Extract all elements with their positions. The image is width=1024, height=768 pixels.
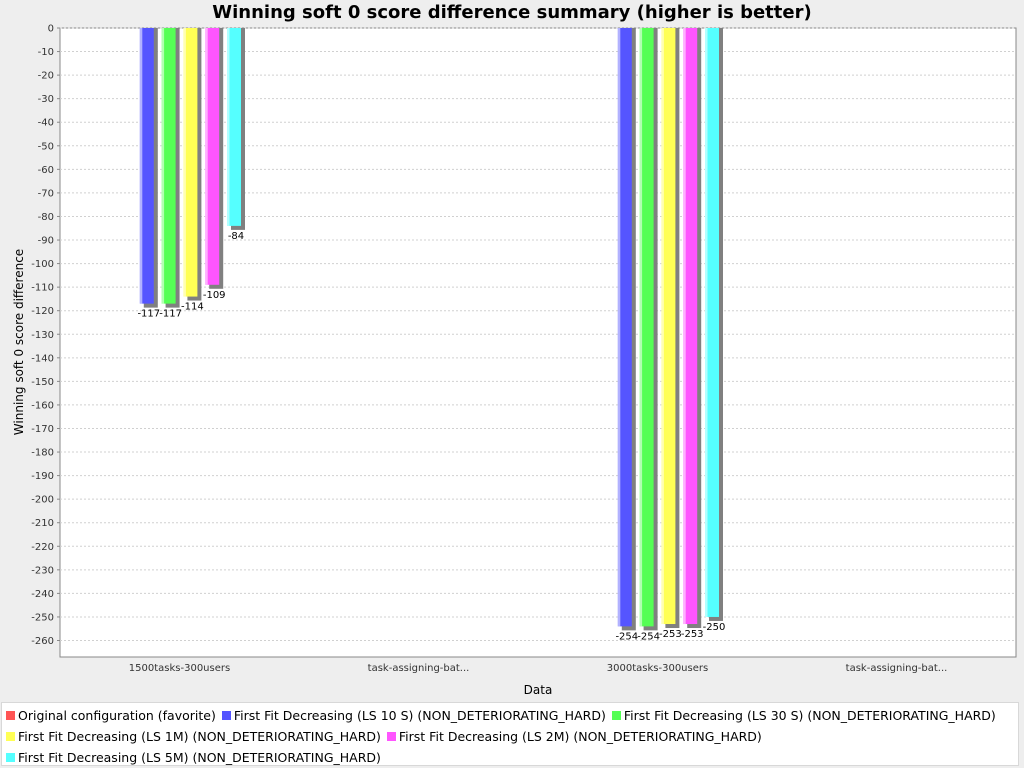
bar-value-label: -250 — [703, 622, 726, 633]
x-tick-label: 1500tasks-300users — [129, 663, 230, 674]
bar-highlight — [139, 28, 143, 304]
bar-value-label: -117 — [137, 309, 160, 320]
value-labels: -117 -117-114-109-84-254 -254 -253 -253-250 — [137, 231, 725, 642]
bar-highlight — [183, 28, 186, 297]
legend-label: Original configuration (favorite) — [18, 708, 216, 723]
bars — [139, 28, 723, 631]
legend-item: First Fit Decreasing (LS 2M) (NON_DETERI… — [385, 726, 762, 747]
y-tick-label: -60 — [38, 165, 54, 176]
bar — [661, 28, 676, 625]
legend-label: First Fit Decreasing (LS 5M) (NON_DETERI… — [18, 750, 381, 765]
y-tick-label: -70 — [38, 188, 54, 199]
bar-highlight — [705, 28, 708, 617]
chart: Winning soft 0 score difference summary … — [12, 2, 1017, 697]
y-tick-label: -100 — [31, 259, 54, 270]
bar-highlight — [639, 28, 643, 627]
legend-label: First Fit Decreasing (LS 10 S) (NON_DETE… — [233, 708, 606, 723]
legend-item: First Fit Decreasing (LS 1M) (NON_DETERI… — [4, 726, 381, 747]
y-tick-label: -90 — [38, 236, 54, 247]
legend-item: First Fit Decreasing (LS 10 S) (NON_DETE… — [220, 705, 606, 726]
y-tick-label: -160 — [31, 400, 54, 411]
y-tick-label: -210 — [31, 518, 54, 529]
y-tick-label: -250 — [31, 612, 54, 623]
y-tick-label: -80 — [38, 212, 54, 223]
bar — [227, 28, 241, 226]
y-tick-label: -260 — [31, 636, 54, 647]
y-tick-label: -130 — [31, 330, 54, 341]
gridlines — [60, 27, 1016, 642]
bar — [205, 28, 220, 285]
legend-row: First Fit Decreasing (LS 1M) (NON_DETERI… — [4, 726, 1016, 747]
y-tick-label: -40 — [38, 118, 54, 129]
y-tick-label: 0 — [48, 24, 54, 35]
y-tick-label: -170 — [31, 424, 54, 435]
legend-swatch — [6, 732, 15, 741]
legend-row: First Fit Decreasing (LS 5M) (NON_DETERI… — [4, 747, 1016, 768]
bar-value-label: -114 — [181, 302, 204, 313]
legend-label: First Fit Decreasing (LS 1M) (NON_DETERI… — [18, 729, 381, 744]
y-tick-label: -190 — [31, 471, 54, 482]
bar-value-label: -254 — [637, 631, 660, 642]
y-tick-label: -180 — [31, 448, 54, 459]
y-tick-label: -140 — [31, 353, 54, 364]
y-tick-label: -50 — [38, 141, 54, 152]
y-tick-label: -10 — [38, 47, 54, 58]
legend-swatch — [611, 711, 621, 720]
bar — [161, 28, 176, 304]
legend-swatch — [6, 753, 15, 762]
bar — [683, 28, 698, 625]
y-tick-label: -240 — [31, 589, 54, 600]
x-tick-label: task-assigning-bat... — [368, 663, 470, 674]
legend-item: First Fit Decreasing (LS 30 S) (NON_DETE… — [610, 705, 996, 726]
legend-row: Original configuration (favorite) First F… — [4, 705, 1016, 726]
x-axis-label: Data — [524, 683, 553, 697]
bar-value-label: -253 — [681, 629, 704, 640]
bar — [639, 28, 654, 627]
legend-item: First Fit Decreasing (LS 5M) (NON_DETERI… — [4, 747, 381, 768]
legend-item: Original configuration (favorite) — [4, 705, 216, 726]
x-tick-label: task-assigning-bat... — [846, 663, 948, 674]
y-tick-label: -220 — [31, 542, 54, 553]
x-axis-ticks: 1500tasks-300users task-assigning-bat... 3… — [129, 663, 948, 674]
y-tick-label: -150 — [31, 377, 54, 388]
legend: Original configuration (favorite) First F… — [1, 702, 1019, 766]
y-tick-label: -30 — [38, 94, 54, 105]
legend-label: First Fit Decreasing (LS 30 S) (NON_DETE… — [623, 708, 996, 723]
y-tick-label: -200 — [31, 495, 54, 506]
bar — [139, 28, 154, 304]
y-axis-label: Winning soft 0 score difference — [12, 249, 26, 435]
bar-value-label: -109 — [203, 290, 226, 301]
bar-highlight — [227, 28, 230, 226]
y-tick-label: -120 — [31, 306, 54, 317]
bar — [617, 28, 632, 627]
bar — [183, 28, 198, 297]
bar-value-label: -254 — [615, 631, 638, 642]
bar-highlight — [205, 28, 208, 285]
bar-highlight — [683, 28, 686, 625]
y-tick-label: -20 — [38, 71, 54, 82]
bar-highlight — [161, 28, 165, 304]
bar-value-label: -117 — [159, 309, 182, 320]
chart-title: Winning soft 0 score difference summary … — [212, 2, 811, 23]
legend-swatch — [6, 711, 15, 720]
legend-swatch — [221, 711, 231, 720]
bar — [705, 28, 719, 617]
y-axis-ticks: 0 -10 -20 -30 -40 -50 -60 -70 -80 -90 -100 -110 -120… — [31, 24, 60, 647]
y-tick-label: -230 — [31, 565, 54, 576]
legend-label: First Fit Decreasing (LS 2M) (NON_DETERI… — [398, 729, 762, 744]
y-tick-label: -110 — [31, 283, 54, 294]
x-tick-label: 3000tasks-300users — [607, 663, 708, 674]
bar-highlight — [617, 28, 621, 627]
legend-swatch — [386, 732, 396, 741]
bar-value-label: -84 — [228, 231, 244, 242]
bar-value-label: -253 — [659, 629, 682, 640]
bar-highlight — [661, 28, 664, 625]
